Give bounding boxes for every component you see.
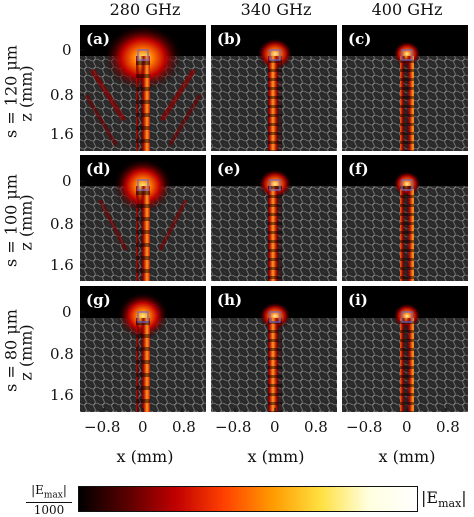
y-tick: 0.8: [50, 345, 74, 363]
panel-label-i: (i): [348, 291, 368, 309]
x-tick: −0.8: [346, 418, 383, 436]
column-header-280ghz: 280 GHz: [109, 0, 181, 19]
column-header-400ghz: 400 GHz: [371, 0, 443, 19]
panel-label-e: (e): [217, 160, 241, 178]
panel-label-g: (g): [86, 291, 111, 309]
y-tick: 0: [62, 172, 72, 190]
x-tick: −0.8: [84, 418, 121, 436]
panel-label-c: (c): [348, 30, 371, 48]
y-tick: 1.6: [50, 256, 74, 274]
y-tick: 1.6: [50, 386, 74, 404]
x-axis-label-col3: x (mm): [378, 447, 436, 466]
panel-label-f: (f): [348, 160, 369, 178]
y-tick: 0: [62, 303, 72, 321]
y-tick: 0.8: [50, 215, 74, 233]
x-tick: −0.8: [215, 418, 252, 436]
panel-b: [211, 25, 337, 151]
panel-a: [80, 25, 206, 151]
x-tick: 0: [138, 418, 148, 436]
panel-e: [211, 155, 337, 281]
x-tick: 0: [402, 418, 412, 436]
panel-label-h: (h): [217, 291, 242, 309]
panel-c: [342, 25, 468, 151]
colorbar-max-label: |Emax|: [421, 488, 467, 511]
x-tick: 0.8: [172, 418, 196, 436]
y-tick: 1.6: [50, 125, 74, 143]
x-tick: 0: [270, 418, 280, 436]
x-axis-label-col2: x (mm): [247, 447, 305, 466]
panel-label-b: (b): [217, 30, 242, 48]
panel-label-d: (d): [86, 160, 111, 178]
colorbar: [78, 486, 418, 512]
colorbar-min-denominator: 1000: [33, 503, 65, 517]
colorbar-min-numerator: |Emax|: [26, 483, 72, 504]
panel-label-a: (a): [86, 30, 110, 48]
axis-ticks: [80, 49, 447, 412]
x-axis-label-col1: x (mm): [116, 447, 174, 466]
y-tick: 0.8: [50, 86, 74, 104]
column-header-340ghz: 340 GHz: [240, 0, 312, 19]
panel-g: [80, 286, 206, 412]
panel-d: [80, 155, 206, 281]
panel-h: [211, 286, 337, 412]
panel-grid: (a) (b) (c) (d) (e) (f) (g) (h) (i): [80, 25, 468, 412]
y-tick: 0: [62, 41, 72, 59]
x-tick: 0.8: [304, 418, 328, 436]
colorbar-min-label: |Emax| 1000: [26, 483, 72, 517]
panel-i: [342, 286, 468, 412]
panel-f: [342, 155, 468, 281]
x-tick: 0.8: [436, 418, 460, 436]
